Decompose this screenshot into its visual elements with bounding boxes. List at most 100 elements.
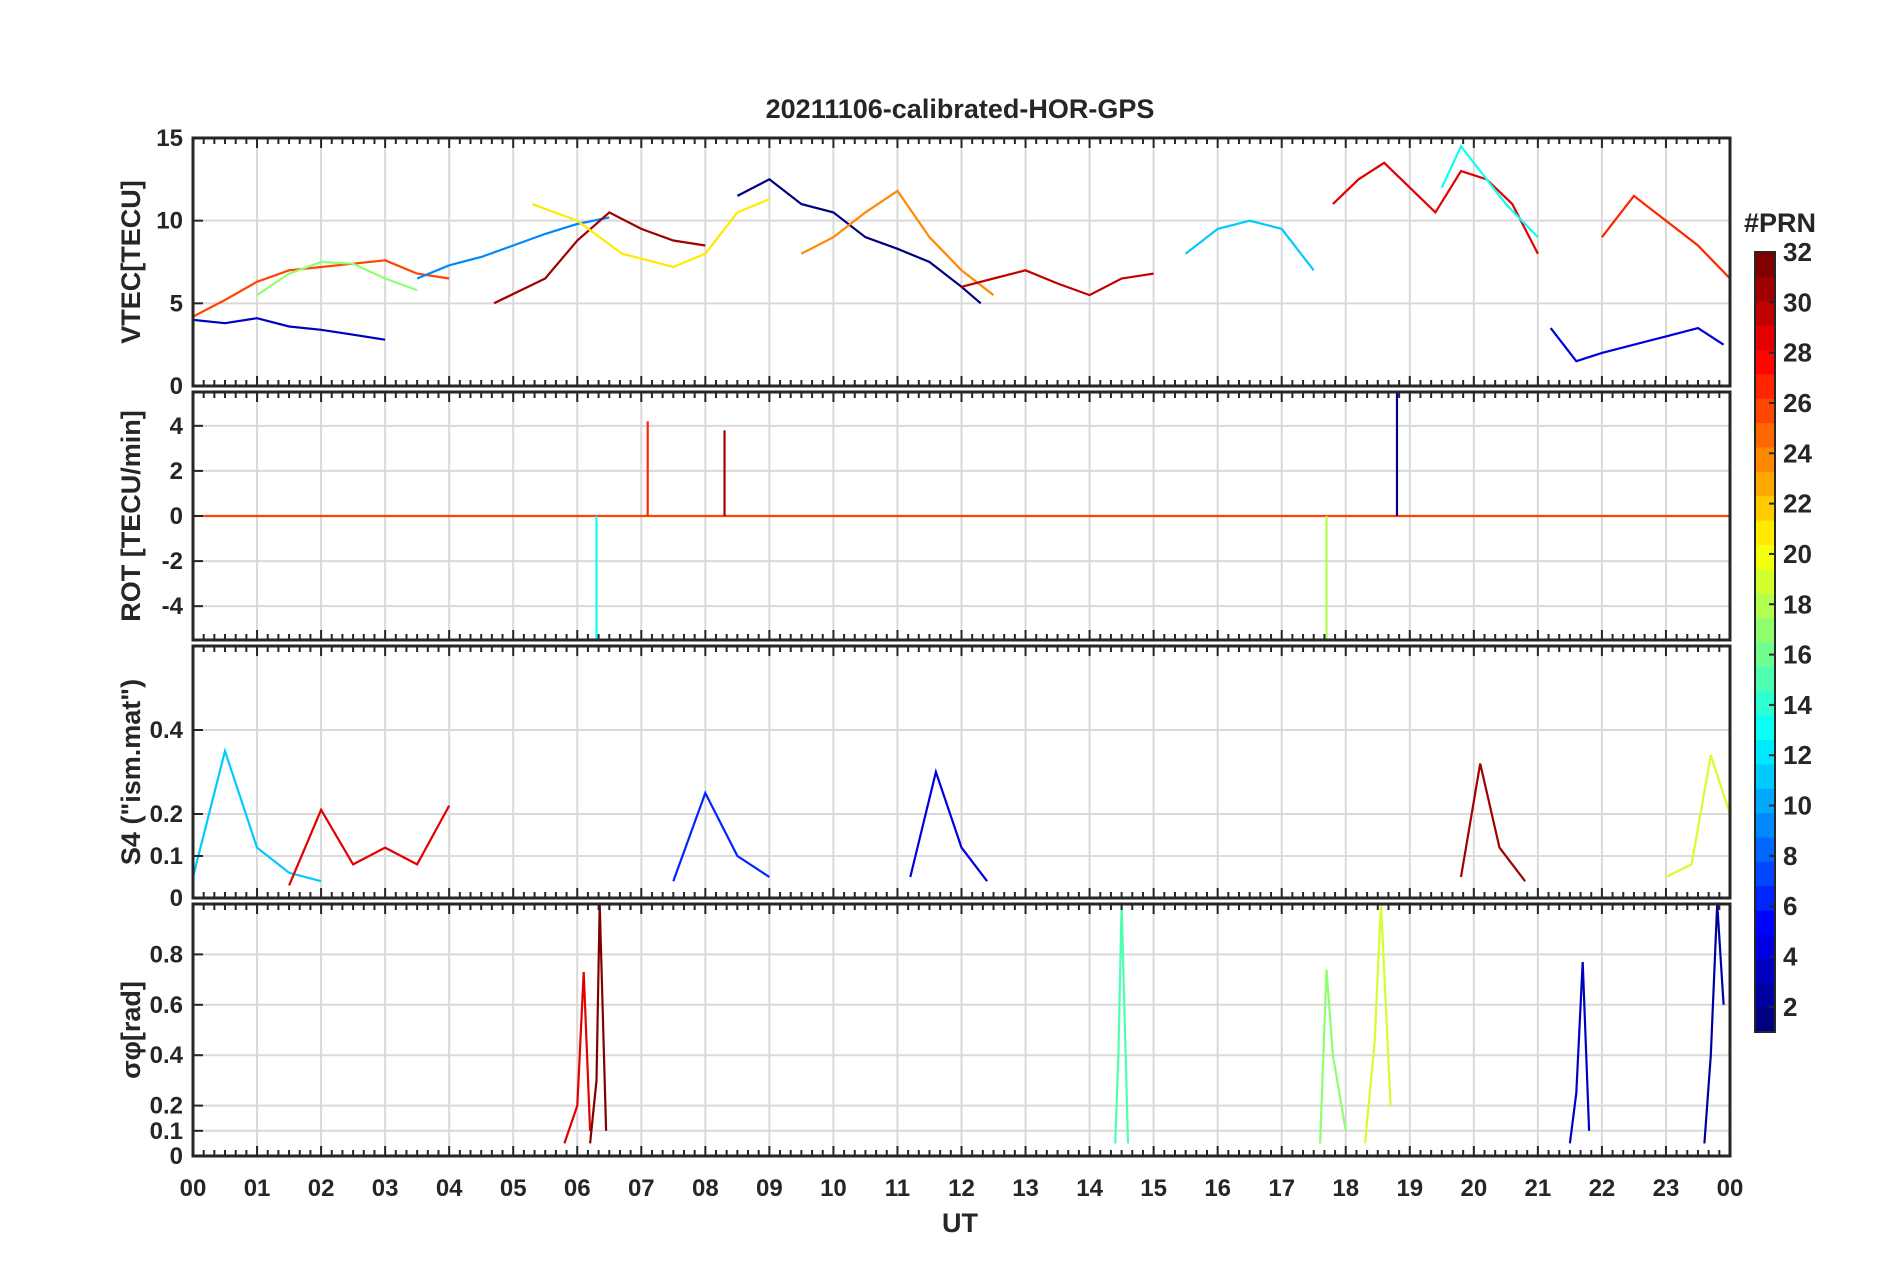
colorbar-tick-label: 24 (1783, 438, 1812, 468)
y-tick-label: 4 (170, 413, 184, 440)
x-tick-label: 18 (1332, 1175, 1359, 1202)
colorbar-tick-label: 10 (1783, 791, 1812, 821)
x-tick-label: 07 (628, 1175, 655, 1202)
colorbar-segment (1755, 812, 1775, 838)
x-tick-label: 21 (1525, 1175, 1552, 1202)
y-tick-label: -2 (162, 548, 183, 575)
series-line-prn-17 (256, 260, 418, 297)
x-tick-label: 13 (1012, 1175, 1039, 1202)
series-line-prn-13 (1440, 144, 1539, 238)
colorbar-segment (1755, 422, 1775, 448)
colorbar-tick-label: 32 (1783, 237, 1812, 267)
colorbar-segment (1755, 934, 1775, 960)
colorbar-segment (1755, 593, 1775, 619)
y-tick-label: 0.4 (150, 1042, 184, 1069)
y-axis-label: ROT [TECU/min] (116, 410, 146, 621)
colorbar-tick-label: 14 (1783, 690, 1812, 720)
colorbar-segment (1755, 788, 1775, 814)
x-tick-labels: 00 01 02 03 04 05 06 07 08 09 10 11 12 13 14 15 16 17 18 19… (180, 1175, 1744, 1202)
x-tick-label: 16 (1204, 1175, 1231, 1202)
y-tick-label: 5 (170, 290, 183, 317)
colorbar-segment (1755, 349, 1775, 375)
colorbar-segment (1755, 568, 1775, 594)
colorbar-label: #PRN (1744, 208, 1816, 238)
x-tick-label: 10 (820, 1175, 847, 1202)
x-tick-label: 22 (1589, 1175, 1616, 1202)
colorbar-tick-label: 20 (1783, 539, 1812, 569)
colorbar-frame (1754, 251, 1776, 1033)
y-tick-label: 0 (170, 885, 183, 912)
colorbar-segment (1755, 837, 1775, 862)
colorbar-tick-label: 28 (1783, 338, 1812, 368)
x-tick-label: 01 (244, 1175, 271, 1202)
colorbar-segment (1755, 447, 1775, 472)
colorbar-tick-label: 18 (1783, 589, 1812, 619)
series-line-prn-29 (288, 805, 451, 886)
y-tick-label: 15 (156, 125, 183, 152)
series-line-prn-21 (532, 198, 770, 269)
x-tick-label: 14 (1076, 1175, 1103, 1202)
y-axis-label: S4 ("ism.mat") (116, 679, 146, 865)
colorbar-tick-label: 16 (1783, 640, 1812, 670)
y-tick-label: 0.4 (150, 717, 184, 744)
colorbar-segment (1755, 861, 1775, 887)
series-line-prn-30 (961, 269, 1154, 297)
colorbar-segment (1755, 325, 1775, 350)
colorbar-tick-label: 22 (1783, 489, 1812, 519)
colorbar-tick-label: 2 (1783, 992, 1797, 1022)
colorbar-segment (1755, 495, 1775, 521)
x-tick-label: 12 (948, 1175, 975, 1202)
series-line-prn-32 (589, 903, 608, 1144)
x-tick-label: 05 (500, 1175, 527, 1202)
series-line-prn-4 (1549, 326, 1725, 363)
series-line-prn-4 (909, 768, 988, 882)
colorbar-segment (1755, 300, 1775, 326)
chart-title: 20211106-calibrated-HOR-GPS (766, 94, 1155, 124)
y-tick-label: 0.2 (150, 801, 183, 828)
colorbar-tick-label: 4 (1783, 942, 1798, 972)
colorbar-segment (1755, 690, 1775, 716)
colorbar-segment (1755, 544, 1775, 570)
x-tick-label: 11 (885, 1175, 910, 1202)
x-tick-label: 03 (372, 1175, 399, 1202)
series-line-prn-24 (800, 189, 995, 296)
series-line-prn-27 (1601, 194, 1731, 280)
colorbar-segment (1755, 666, 1775, 692)
colorbar-segment (1755, 252, 1775, 277)
colorbar-segment (1755, 642, 1775, 667)
x-axis-label: UT (942, 1208, 978, 1238)
series-line-prn-19 (1363, 903, 1392, 1144)
y-tick-label: 0 (170, 503, 183, 530)
y-tick-label: 0.1 (150, 843, 183, 870)
colorbar-segment (1755, 520, 1775, 545)
series-line-prn-15 (1114, 903, 1130, 1144)
x-tick-label: 15 (1140, 1175, 1167, 1202)
y-tick-label: 2 (170, 458, 183, 485)
x-tick-label: 23 (1653, 1175, 1680, 1202)
series-line-prn-19 (1665, 754, 1732, 878)
colorbar-segment (1755, 763, 1775, 789)
series-line-prn-11 (1184, 219, 1315, 271)
series-line-prn-31 (493, 211, 706, 305)
y-axis-label: σφ[rad] (116, 981, 146, 1079)
colorbar-tick-label: 30 (1783, 287, 1812, 317)
colorbar-segment (1755, 1007, 1775, 1033)
colorbar-segment (1755, 983, 1775, 1009)
series-line-prn-29 (563, 971, 592, 1144)
x-tick-label: 00 (1717, 1175, 1744, 1202)
series-line-prn-11 (191, 747, 322, 883)
x-tick-label: 02 (308, 1175, 335, 1202)
series-line-prn-31 (1459, 763, 1526, 882)
y-tick-label: 10 (156, 208, 183, 235)
series-line-prn-3 (192, 317, 386, 341)
series-line-prn-3 (1568, 961, 1591, 1144)
y-tick-label: -4 (162, 593, 184, 620)
colorbar-tick-label: 6 (1783, 891, 1797, 921)
x-tick-label: 00 (180, 1175, 207, 1202)
colorbar-tick-label: 8 (1783, 841, 1797, 871)
x-tick-label: 04 (436, 1175, 463, 1202)
colorbar-segment (1755, 276, 1775, 302)
